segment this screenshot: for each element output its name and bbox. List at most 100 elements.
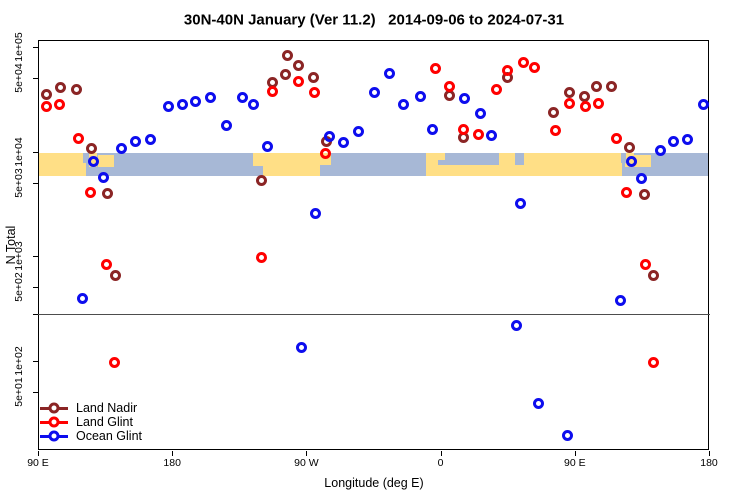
data-point-ocean-glint — [459, 92, 471, 104]
data-point-ocean-glint — [162, 101, 174, 113]
y-tick — [33, 256, 38, 257]
data-point-land-glint — [40, 101, 52, 113]
data-point-ocean-glint — [97, 172, 109, 184]
data-point-land-nadir — [307, 71, 319, 83]
y-tick — [33, 78, 38, 80]
x-tick — [574, 451, 576, 456]
data-point-ocean-glint — [514, 198, 526, 210]
data-point-land-glint — [648, 356, 660, 368]
data-point-land-nadir — [639, 188, 651, 200]
y-tick — [33, 151, 38, 153]
data-point-land-glint — [593, 97, 604, 109]
data-point-land-glint — [518, 56, 530, 68]
data-point-land-glint — [319, 147, 331, 159]
data-point-ocean-glint — [115, 143, 127, 155]
data-point-ocean-glint — [189, 96, 201, 108]
map-strip-land — [263, 152, 320, 177]
data-point-land-glint — [621, 187, 633, 199]
ocean-glint-marker-icon — [40, 430, 68, 442]
x-tick-label: 90 E — [563, 457, 586, 469]
data-point-land-nadir — [102, 187, 114, 199]
data-point-land-glint — [491, 83, 503, 95]
data-point-land-nadir — [292, 60, 304, 72]
data-point-ocean-glint — [654, 145, 666, 157]
map-strip-land — [38, 152, 87, 177]
data-point-ocean-glint — [561, 430, 573, 442]
y-tick — [33, 182, 38, 184]
data-point-land-nadir — [606, 80, 618, 92]
data-point-land-nadir — [255, 174, 267, 186]
legend-item-land-glint: Land Glint — [40, 415, 142, 429]
legend-item-ocean-glint: Ocean Glint — [40, 429, 142, 443]
y-tick — [33, 47, 38, 48]
land-nadir-marker-icon — [40, 402, 68, 414]
data-point-ocean-glint — [220, 119, 232, 131]
y-tick-label: 1e+03 — [13, 241, 25, 271]
data-point-ocean-glint — [697, 99, 709, 111]
data-point-land-nadir — [40, 88, 52, 100]
map-strip-land — [252, 152, 264, 166]
x-tick — [709, 451, 710, 456]
y-tick-label: 5e+02 — [13, 272, 25, 303]
data-point-ocean-glint — [636, 172, 648, 184]
x-tick — [172, 451, 174, 456]
data-point-land-glint — [430, 63, 442, 75]
y-tick-label: 1e+05 — [13, 32, 25, 62]
data-point-land-nadir — [55, 81, 67, 93]
map-strip-land — [498, 152, 622, 177]
data-point-ocean-glint — [247, 99, 259, 111]
map-strip-sea-patch — [515, 152, 525, 165]
data-point-land-glint — [53, 98, 65, 110]
map-strip-land — [634, 155, 651, 167]
map-strip-sea-patch — [83, 152, 89, 164]
data-point-land-glint — [529, 61, 541, 73]
data-point-land-nadir — [648, 270, 660, 282]
data-point-ocean-glint — [204, 91, 216, 103]
data-point-land-glint — [72, 133, 84, 145]
data-point-land-nadir — [85, 142, 97, 154]
data-point-ocean-glint — [682, 133, 694, 145]
map-strip-land — [97, 155, 115, 167]
y-tick-label: 1e+02 — [13, 345, 25, 376]
chart-title: 30N-40N January (Ver 11.2) 2014-09-06 to… — [183, 11, 565, 29]
x-tick-label: 90 E — [27, 457, 49, 469]
data-point-ocean-glint — [397, 99, 409, 111]
x-tick — [440, 451, 442, 456]
x-tick-label: 0 — [437, 457, 444, 469]
x-axis-title: Longitude (deg E) — [324, 476, 424, 490]
data-point-ocean-glint — [383, 68, 395, 80]
data-point-ocean-glint — [532, 397, 544, 409]
map-strip-sea-patch — [621, 152, 627, 164]
y-tick — [33, 391, 38, 393]
data-point-land-glint — [101, 258, 113, 270]
data-point-land-glint — [563, 97, 575, 109]
x-tick-label: 180 — [700, 457, 718, 469]
y-tick-label: 5e+04 — [13, 63, 25, 94]
y-tick-label: 1e+04 — [13, 136, 25, 167]
data-point-ocean-glint — [77, 293, 89, 305]
data-point-land-nadir — [444, 90, 456, 102]
y-tick — [33, 287, 38, 289]
data-point-ocean-glint — [415, 91, 427, 103]
data-point-land-nadir — [578, 91, 590, 103]
data-point-ocean-glint — [352, 126, 364, 138]
data-point-ocean-glint — [485, 130, 497, 142]
data-point-ocean-glint — [626, 156, 638, 168]
data-point-land-nadir — [70, 83, 82, 95]
data-point-land-glint — [108, 356, 120, 368]
data-point-land-glint — [292, 76, 304, 88]
legend-label: Land Glint — [76, 415, 133, 429]
data-point-land-nadir — [279, 69, 291, 81]
data-point-land-glint — [550, 125, 562, 137]
data-point-land-glint — [639, 258, 651, 270]
data-point-land-glint — [458, 124, 470, 136]
data-point-ocean-glint — [324, 131, 336, 143]
data-point-ocean-glint — [87, 156, 99, 168]
data-point-land-glint — [579, 101, 591, 113]
data-point-ocean-glint — [309, 207, 321, 219]
data-point-land-nadir — [548, 107, 560, 119]
data-point-land-nadir — [623, 141, 635, 153]
data-point-land-nadir — [591, 80, 603, 92]
